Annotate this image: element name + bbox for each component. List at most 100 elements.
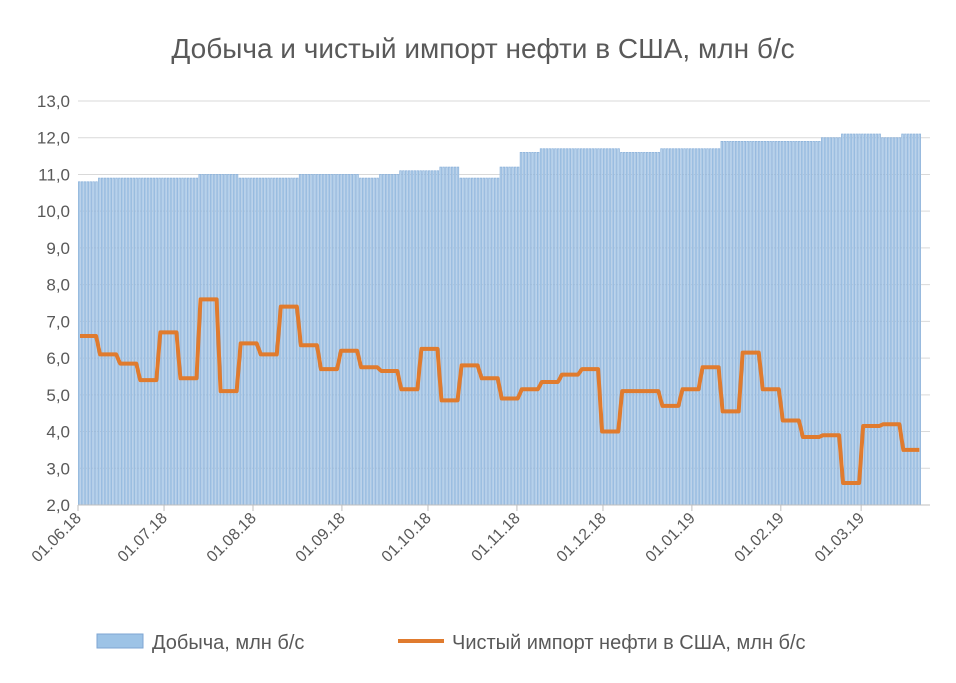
production-bar <box>135 177 138 506</box>
production-bar <box>706 148 709 506</box>
production-bar <box>166 177 170 506</box>
production-bar <box>514 166 517 506</box>
production-bar <box>138 177 141 506</box>
production-bar <box>485 177 488 506</box>
production-bar <box>353 174 356 506</box>
production-bar <box>614 148 617 506</box>
production-bar <box>531 152 534 506</box>
production-bar <box>516 166 520 506</box>
production-bar <box>714 148 718 506</box>
production-bar <box>450 166 454 506</box>
production-bar <box>476 177 480 506</box>
production-bar <box>471 177 474 506</box>
production-bar <box>459 177 463 506</box>
production-bar <box>445 166 448 506</box>
production-bar <box>184 177 187 506</box>
x-tick-label: 01.03.19 <box>812 510 868 566</box>
production-bar <box>605 148 609 506</box>
production-bar <box>726 140 729 506</box>
bar-series-production <box>78 133 921 506</box>
production-bar <box>482 177 485 506</box>
production-bar <box>749 140 752 506</box>
production-bar <box>849 133 853 506</box>
production-bar <box>666 148 669 506</box>
production-bar <box>505 166 508 506</box>
production-bar <box>843 133 847 506</box>
production-bar <box>674 148 678 506</box>
production-bar <box>820 137 824 506</box>
production-bar <box>631 152 635 506</box>
production-bar <box>783 140 787 506</box>
production-bar <box>232 174 236 506</box>
production-bar <box>373 177 376 506</box>
production-bar <box>755 140 758 506</box>
x-tick-label: 01.11.18 <box>469 510 524 565</box>
production-bar <box>493 177 497 506</box>
production-bar <box>384 174 388 506</box>
legend-label-production: Добыча, млн б/с <box>152 632 304 654</box>
production-bar <box>387 174 391 506</box>
production-bar <box>677 148 681 506</box>
production-bar <box>703 148 706 506</box>
production-bar <box>789 140 792 506</box>
production-bar <box>416 170 419 506</box>
production-bar <box>382 174 385 506</box>
production-bar <box>327 174 331 506</box>
production-bar <box>611 148 615 506</box>
production-bar <box>227 174 230 506</box>
production-bar <box>800 140 804 506</box>
production-bar <box>700 148 703 506</box>
production-bar <box>620 152 623 506</box>
production-bar <box>594 148 597 506</box>
production-bar <box>270 177 273 506</box>
x-tick-label: 01.09.18 <box>293 510 349 566</box>
production-bar <box>405 170 408 506</box>
production-bar <box>548 148 551 506</box>
production-bar <box>686 148 689 506</box>
production-bar <box>757 140 761 506</box>
production-bar <box>582 148 586 506</box>
production-bar <box>875 133 878 506</box>
production-bar <box>468 177 471 506</box>
production-bar <box>301 174 305 506</box>
production-bar <box>628 152 632 506</box>
production-bar <box>396 174 399 506</box>
production-bar <box>86 181 90 506</box>
production-bar <box>806 140 810 506</box>
production-bar <box>465 177 468 506</box>
legend: Добыча, млн б/с Чистый импорт нефти в СШ… <box>96 632 806 654</box>
production-bar <box>832 137 835 506</box>
production-bar <box>554 148 557 506</box>
production-bar <box>588 148 592 506</box>
production-bar <box>597 148 600 506</box>
y-tick-label: 7,0 <box>46 312 70 331</box>
production-bar <box>542 148 546 506</box>
production-bar <box>230 174 233 506</box>
production-bar <box>336 174 339 506</box>
production-bar <box>528 152 531 506</box>
production-bar <box>189 177 193 506</box>
production-bar <box>637 152 640 506</box>
production-bar <box>818 140 821 506</box>
production-bar <box>330 174 333 506</box>
production-bar <box>663 148 666 506</box>
production-bar <box>143 177 147 506</box>
production-bar <box>743 140 747 506</box>
production-bar <box>651 152 655 506</box>
production-bar <box>697 148 701 506</box>
production-bar <box>109 177 113 506</box>
y-tick-label: 5,0 <box>46 386 70 405</box>
production-bar <box>339 174 342 506</box>
production-bar <box>846 133 850 506</box>
production-bar <box>112 177 115 506</box>
production-bar <box>106 177 110 506</box>
production-bar <box>812 140 815 506</box>
production-bar <box>884 137 887 506</box>
production-bar <box>889 137 893 506</box>
production-bar <box>777 140 781 506</box>
production-bar <box>123 177 127 506</box>
production-bar <box>78 181 81 506</box>
production-bar <box>717 148 721 506</box>
production-bar <box>333 174 336 506</box>
production-bar <box>364 177 368 506</box>
